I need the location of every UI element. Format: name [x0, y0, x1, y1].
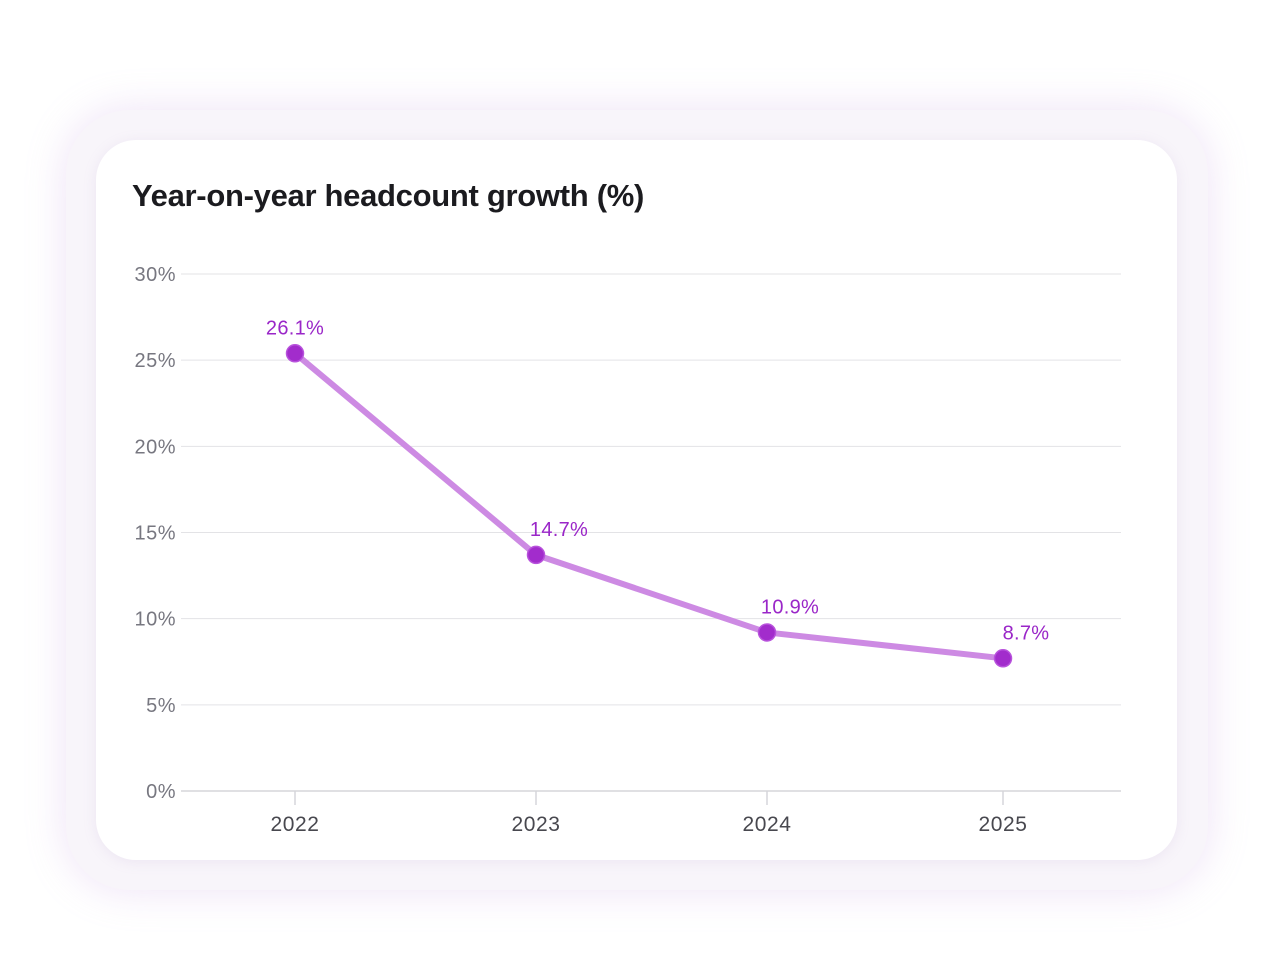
- y-tick-label: 10%: [134, 609, 176, 631]
- gridlines: [181, 273, 1121, 792]
- data-point[interactable]: [285, 344, 305, 363]
- y-tick-label: 0%: [146, 781, 176, 803]
- data-label: 8.7%: [1003, 622, 1050, 644]
- series-line: [292, 350, 1006, 662]
- x-tick-label: 2022: [270, 813, 319, 836]
- y-tick-label: 30%: [134, 264, 176, 286]
- x-tick-label: 2025: [978, 813, 1027, 836]
- data-label: 10.9%: [761, 596, 819, 618]
- data-label: 14.7%: [530, 519, 588, 541]
- data-point[interactable]: [757, 623, 777, 642]
- chart-title: Year-on-year headcount growth (%): [132, 178, 644, 213]
- chart-card: Year-on-year headcount growth (%) 0% 5% 10…: [96, 140, 1177, 860]
- y-tick-label: 25%: [134, 350, 176, 372]
- x-axis-ticks: 2022 2023 2024 2025: [270, 791, 1027, 836]
- y-tick-label: 5%: [146, 695, 176, 717]
- line-chart: 0% 5% 10% 15% 20% 25% 30% 2022 2023 2024 2025 26.…: [134, 264, 1121, 836]
- data-point[interactable]: [993, 649, 1013, 668]
- series: 26.1% 14.7% 10.9% 8.7%: [266, 317, 1050, 668]
- y-tick-label: 15%: [134, 523, 176, 545]
- data-point[interactable]: [526, 545, 546, 565]
- x-tick-label: 2024: [742, 813, 791, 836]
- data-label: 26.1%: [266, 317, 324, 339]
- y-tick-label: 20%: [134, 436, 176, 458]
- y-axis-ticks: 0% 5% 10% 15% 20% 25% 30%: [134, 264, 176, 803]
- x-tick-label: 2023: [511, 813, 560, 836]
